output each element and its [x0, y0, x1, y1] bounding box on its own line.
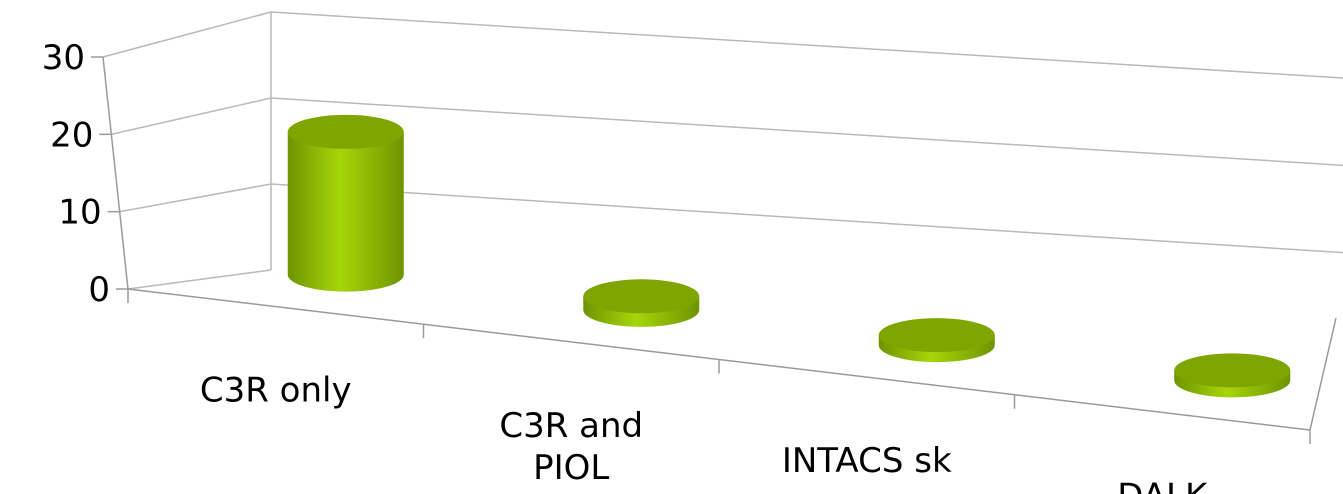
gridline-side — [102, 11, 272, 58]
x-tick-label-line: C3R and — [499, 406, 643, 446]
x-tick-label-line: DALK — [1117, 476, 1209, 494]
gridline-back — [270, 183, 1343, 254]
floor-right-edge — [1309, 317, 1337, 431]
y-tick-label: 10 — [58, 193, 101, 233]
x-tick-label-line: INTACS sk — [782, 441, 952, 481]
gridline-back — [270, 97, 1343, 167]
y-tick-label: 0 — [88, 270, 110, 310]
bar-top — [878, 318, 995, 353]
gridline-back — [270, 11, 1343, 79]
bar-0 — [287, 114, 404, 292]
bar-2 — [878, 318, 995, 363]
y-tick-label: 20 — [50, 115, 93, 155]
gridline-side — [111, 97, 272, 136]
x-tick-label: C3R only — [200, 371, 352, 411]
bar-top — [1174, 353, 1291, 388]
x-tick-label-line: PIOL — [533, 448, 609, 488]
x-tick-label: INTACS sk — [782, 441, 952, 481]
bar-layer — [287, 114, 1291, 398]
x-tick-label: DALK — [1117, 476, 1209, 494]
bar-1 — [583, 279, 700, 327]
y-axis-line — [102, 56, 129, 290]
bar-3 — [1174, 353, 1291, 398]
y-tick-label: 30 — [42, 38, 85, 78]
grid-layer — [102, 11, 1343, 290]
x-tick-label-line: C3R only — [200, 371, 352, 411]
x-tick-label: C3R and PIOL — [499, 406, 643, 488]
axis-layer — [91, 56, 1337, 444]
gridline-side — [119, 183, 272, 213]
bar-top — [583, 279, 700, 314]
floor-left-edge — [127, 269, 272, 290]
bar-top — [287, 114, 404, 149]
bar-body — [287, 131, 404, 292]
